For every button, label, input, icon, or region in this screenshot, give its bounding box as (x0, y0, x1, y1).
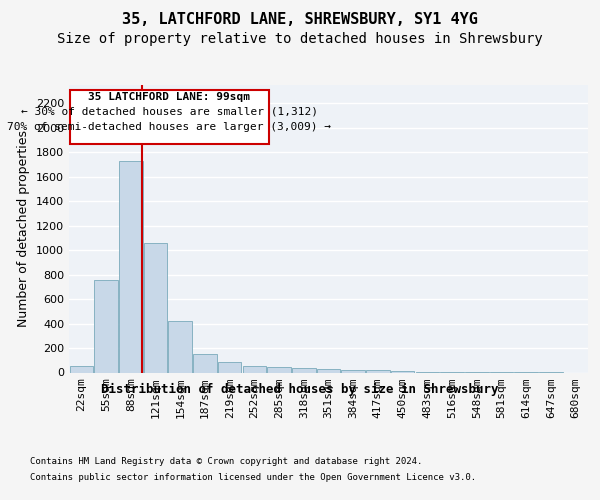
Text: 35 LATCHFORD LANE: 99sqm: 35 LATCHFORD LANE: 99sqm (88, 92, 250, 102)
Bar (292, 368, 316, 372)
Bar (70, 366, 93, 372)
Bar (169, 321, 192, 372)
Bar (242, 366, 266, 372)
Text: Distribution of detached houses by size in Shrewsbury: Distribution of detached houses by size … (101, 382, 499, 396)
Text: ← 30% of detached houses are smaller (1,312): ← 30% of detached houses are smaller (1,… (21, 107, 318, 117)
Bar (218, 362, 241, 372)
Bar (94, 280, 118, 372)
Bar (341, 370, 365, 372)
Bar (70, 90, 269, 144)
Text: Size of property relative to detached houses in Shrewsbury: Size of property relative to detached ho… (57, 32, 543, 46)
Bar (144, 243, 167, 372)
Y-axis label: Number of detached properties: Number of detached properties (17, 130, 31, 327)
Bar (119, 161, 143, 372)
Text: Contains public sector information licensed under the Open Government Licence v3: Contains public sector information licen… (30, 472, 476, 482)
Bar (317, 369, 340, 372)
Text: 70% of semi-detached houses are larger (3,009) →: 70% of semi-detached houses are larger (… (7, 122, 331, 132)
Bar (366, 370, 389, 372)
Bar (193, 354, 217, 372)
Text: Contains HM Land Registry data © Crown copyright and database right 2024.: Contains HM Land Registry data © Crown c… (30, 458, 422, 466)
Text: 35, LATCHFORD LANE, SHREWSBURY, SY1 4YG: 35, LATCHFORD LANE, SHREWSBURY, SY1 4YG (122, 12, 478, 28)
Bar (268, 367, 291, 372)
